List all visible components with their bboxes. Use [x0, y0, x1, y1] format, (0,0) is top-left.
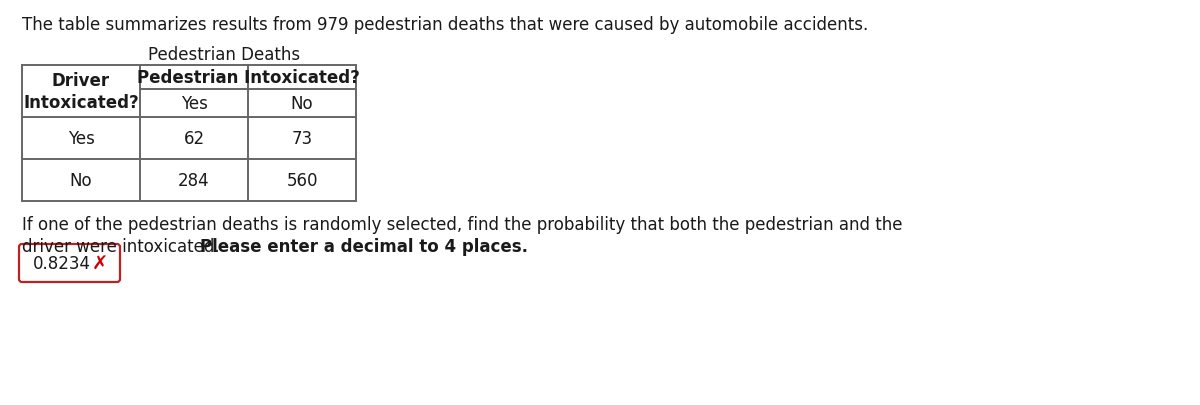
Text: 62: 62 — [184, 130, 204, 148]
Text: Yes: Yes — [180, 95, 208, 113]
Text: Pedestrian Deaths: Pedestrian Deaths — [148, 46, 300, 64]
Text: 0.8234: 0.8234 — [34, 254, 91, 272]
Bar — [22, 66, 356, 202]
Text: Yes: Yes — [67, 130, 95, 148]
Text: Please enter a decimal to 4 places.: Please enter a decimal to 4 places. — [200, 237, 528, 256]
FancyBboxPatch shape — [19, 244, 120, 282]
Text: If one of the pedestrian deaths is randomly selected, find the probability that : If one of the pedestrian deaths is rando… — [22, 215, 902, 233]
Text: ✗: ✗ — [92, 254, 108, 273]
Text: 284: 284 — [178, 172, 210, 190]
Text: No: No — [290, 95, 313, 113]
Text: driver were intoxicated.: driver were intoxicated. — [22, 237, 224, 256]
Text: The table summarizes results from 979 pedestrian deaths that were caused by auto: The table summarizes results from 979 pe… — [22, 16, 869, 34]
Text: No: No — [70, 172, 92, 190]
Text: 73: 73 — [292, 130, 312, 148]
Text: Pedestrian Intoxicated?: Pedestrian Intoxicated? — [137, 69, 360, 87]
Text: Driver
Intoxicated?: Driver Intoxicated? — [23, 72, 139, 112]
Text: 560: 560 — [287, 172, 318, 190]
